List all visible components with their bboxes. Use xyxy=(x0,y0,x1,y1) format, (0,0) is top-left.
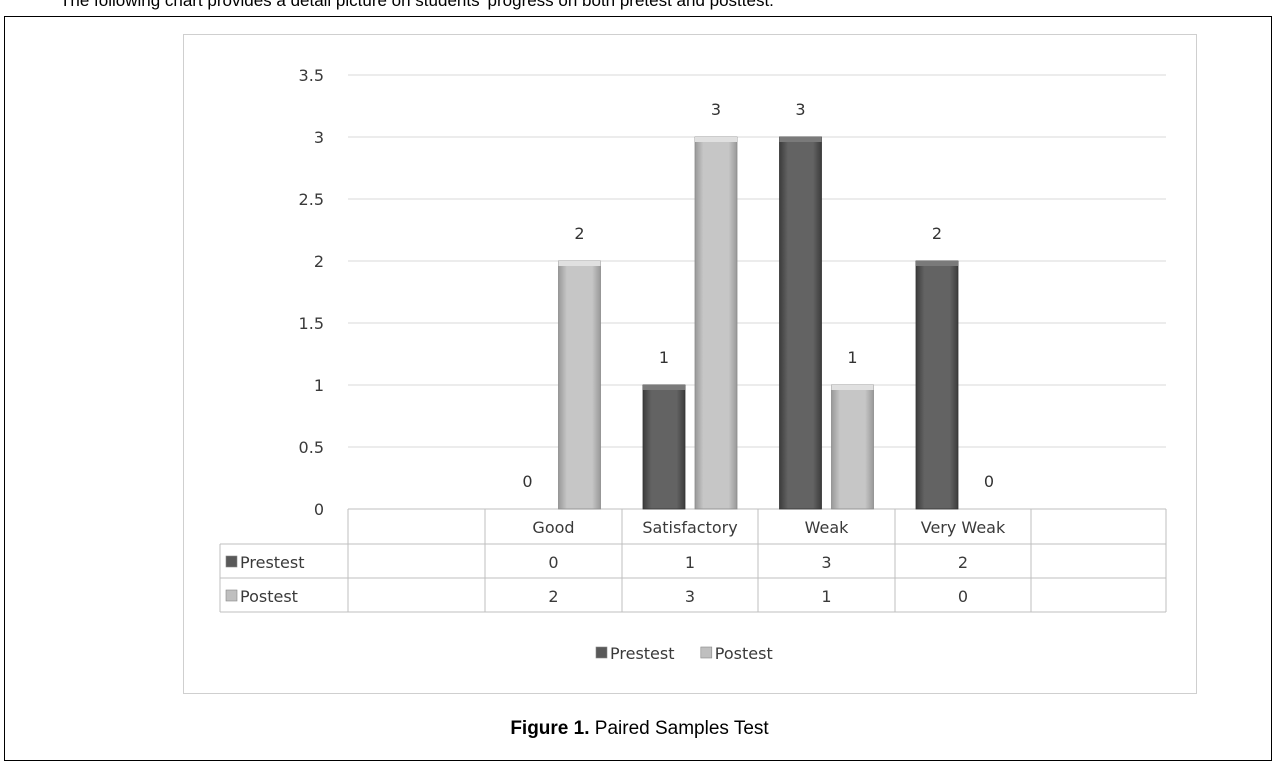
table-cell-value: 0 xyxy=(958,587,968,606)
figure-caption: Figure 1. Paired Samples Test xyxy=(0,718,1279,740)
data-label: 1 xyxy=(847,348,857,367)
category-label: Good xyxy=(532,518,574,537)
legend-key xyxy=(595,646,608,659)
chart-frame: 0 0.5 1 1.5 2 2.5 3 3.5 Good 0 0 2 2 Satisfactory 1 1 3 3… xyxy=(183,34,1197,694)
category-label: Weak xyxy=(805,518,850,537)
data-label: 1 xyxy=(659,348,669,367)
y-tick-label: 3 xyxy=(314,128,324,147)
table-cell-value: 1 xyxy=(821,587,831,606)
table-row-header: Postest xyxy=(240,587,298,606)
legend-label: Prestest xyxy=(610,644,675,663)
bar-top-bevel xyxy=(643,385,685,390)
bar-chart: 0 0.5 1 1.5 2 2.5 3 3.5 Good 0 0 2 2 Satisfactory 1 1 3 3… xyxy=(219,66,1167,663)
caption-label: Figure 1. xyxy=(510,718,590,739)
data-label: 2 xyxy=(932,224,942,243)
data-label: 0 xyxy=(522,472,532,491)
bar-prestest-weak xyxy=(779,136,822,510)
table-cell-value: 1 xyxy=(685,553,695,572)
y-tick-label: 2.5 xyxy=(299,190,324,209)
bar-postest-weak xyxy=(831,384,874,510)
table-cell-value: 2 xyxy=(548,587,558,606)
bar-top-bevel xyxy=(558,261,601,266)
legend-key xyxy=(700,646,713,659)
data-label: 3 xyxy=(711,100,721,119)
y-tick-label: 2 xyxy=(314,252,324,271)
legend-label: Postest xyxy=(715,644,773,663)
bar-top-bevel xyxy=(831,385,874,390)
category-label: Satisfactory xyxy=(642,518,737,537)
bar-prestest-very-weak xyxy=(915,260,959,510)
table-legend-key xyxy=(225,555,238,568)
data-label: 3 xyxy=(795,100,805,119)
data-label: 0 xyxy=(984,472,994,491)
y-tick-label: 1.5 xyxy=(299,314,324,333)
table-cell-value: 2 xyxy=(958,553,968,572)
category-label: Very Weak xyxy=(921,518,1006,537)
table-cell-value: 0 xyxy=(548,553,558,572)
table-row-header: Prestest xyxy=(240,553,305,572)
bar-top-bevel xyxy=(695,137,737,142)
table-cell-value: 3 xyxy=(821,553,831,572)
table-legend-key xyxy=(225,589,238,602)
bar-prestest-satisfactory xyxy=(642,384,686,510)
caption-text: Paired Samples Test xyxy=(589,718,769,739)
bar-postest-satisfactory xyxy=(694,136,738,510)
bar-top-bevel xyxy=(916,261,958,266)
data-label: 2 xyxy=(574,224,584,243)
y-tick-label: 0.5 xyxy=(299,438,324,457)
y-tick-label: 3.5 xyxy=(299,66,324,85)
table-cell-value: 3 xyxy=(685,587,695,606)
bar-postest-good xyxy=(558,260,601,510)
y-tick-label: 0 xyxy=(314,500,324,519)
y-tick-label: 1 xyxy=(314,376,324,395)
bar-top-bevel xyxy=(779,137,822,142)
intro-text: The following chart provides a detail pi… xyxy=(60,0,774,10)
